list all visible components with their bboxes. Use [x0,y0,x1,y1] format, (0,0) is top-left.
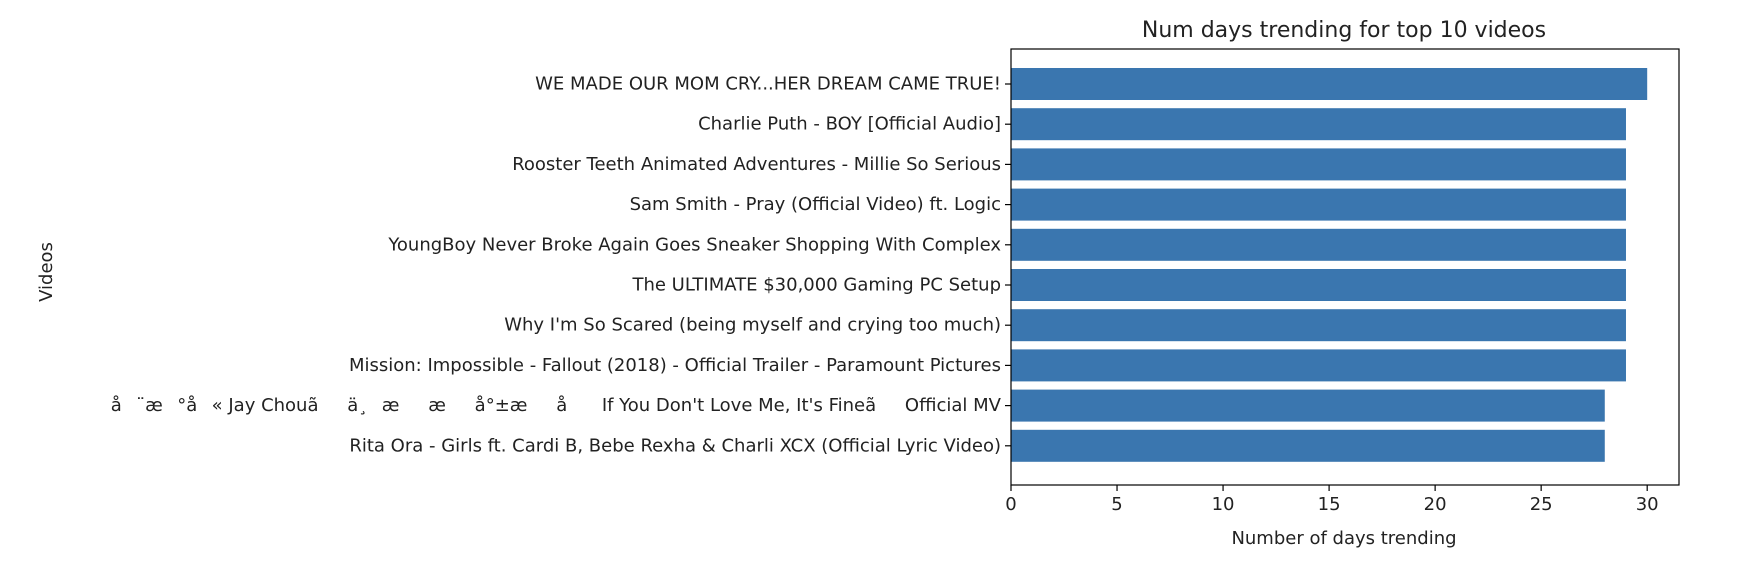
y-tick-label: YoungBoy Never Broke Again Goes Sneaker … [387,234,1001,255]
bar [1011,269,1626,301]
bar [1011,228,1626,261]
chart-title: Num days trending for top 10 videos [1142,18,1546,43]
bar [1011,389,1605,422]
y-tick-label: The ULTIMATE $30,000 Gaming PC Setup [631,275,1001,296]
bar [1011,429,1605,462]
bar [1011,349,1626,382]
y-tick-label: Mission: Impossible - Fallout (2018) - O… [349,355,1001,376]
y-tick-label: WE MADE OUR MOM CRY...HER DREAM CAME TRU… [535,74,1001,95]
x-tick-label: 20 [1424,494,1447,515]
bar [1011,68,1648,100]
x-tick-label: 30 [1636,494,1659,515]
plot-area: WE MADE OUR MOM CRY...HER DREAM CAME TRU… [111,68,1659,515]
plot-frame [1010,48,1680,486]
x-axis-label: Number of days trending [1231,528,1456,549]
y-tick-label: Rooster Teeth Animated Adventures - Mill… [512,154,1001,175]
x-tick-label: 10 [1212,494,1235,515]
bar [1011,188,1626,221]
x-tick-label: 5 [1111,494,1122,515]
x-tick-label: 25 [1530,494,1553,515]
x-tick-label: 0 [1005,494,1016,515]
bar [1011,148,1626,181]
x-tick-label: 15 [1318,494,1341,515]
y-axis-label: Videos [36,242,57,302]
y-tick-label: Sam Smith - Pray (Official Video) ft. Lo… [630,194,1001,215]
y-tick-label: Rita Ora - Girls ft. Cardi B, Bebe Rexha… [349,435,1001,456]
bar [1011,108,1626,141]
y-tick-label: Why I'm So Scared (being myself and cryi… [504,315,1001,336]
y-tick-label: å¨æ°å« Jay Chouãä¸ææå°±æå … [111,395,1002,416]
y-tick-label: Charlie Puth - BOY [Official Audio] [698,114,1001,135]
bar [1011,309,1626,342]
